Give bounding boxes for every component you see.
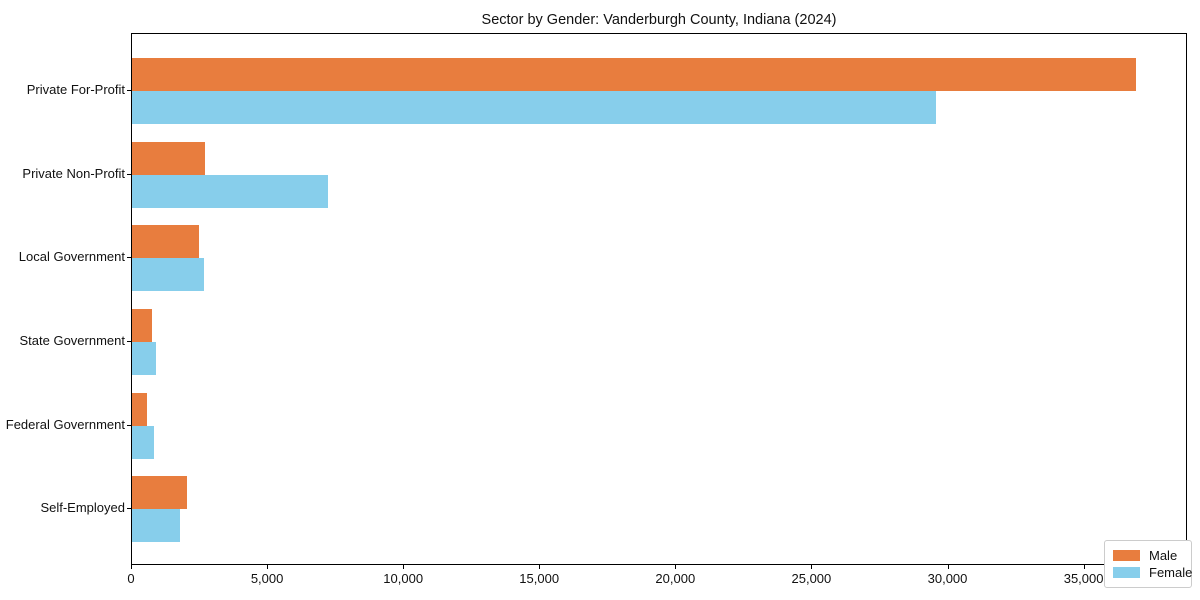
y-tick-label: Self-Employed xyxy=(40,500,125,516)
x-tick-mark xyxy=(1083,565,1085,569)
y-tick-mark xyxy=(127,90,131,91)
x-tick-label: 0 xyxy=(127,571,135,586)
female-color-swatch xyxy=(1113,567,1140,578)
x-tick-mark xyxy=(947,565,949,569)
bar-male-5 xyxy=(132,476,187,510)
y-tick-mark xyxy=(127,508,131,510)
bar-female-3 xyxy=(132,341,156,375)
bar-female-2 xyxy=(132,258,205,292)
y-tick-label: Private For-Profit xyxy=(26,82,125,97)
bar-male-3 xyxy=(132,308,153,342)
bar-female-0 xyxy=(132,91,937,124)
y-tick-label: State Government xyxy=(19,332,126,348)
x-tick-label: 25,000 xyxy=(791,571,832,586)
bar-female-1 xyxy=(132,174,328,208)
chart-title: Sector by Gender: Vanderburgh County, In… xyxy=(481,12,837,28)
bar-male-1 xyxy=(132,141,205,175)
y-tick-mark xyxy=(127,340,131,342)
x-tick-mark xyxy=(131,565,132,569)
x-tick-mark xyxy=(267,565,269,569)
x-tick-label: 15,000 xyxy=(519,571,560,586)
male-color-swatch xyxy=(1113,550,1140,561)
bar-male-4 xyxy=(132,392,147,426)
y-tick-mark xyxy=(127,424,131,426)
y-tick-label: Federal Government xyxy=(5,416,125,432)
legend-label-female: Female xyxy=(1149,565,1193,580)
x-tick-label: 20,000 xyxy=(655,571,696,586)
x-tick-mark xyxy=(403,565,405,569)
bar-female-4 xyxy=(132,425,154,459)
y-tick-mark xyxy=(127,173,131,175)
plot-area xyxy=(131,33,1187,565)
y-tick-mark xyxy=(127,257,131,259)
x-tick-label: 30,000 xyxy=(927,571,968,586)
x-tick-mark xyxy=(539,565,541,569)
x-tick-label: 5,000 xyxy=(250,571,284,586)
y-tick-label: Private Non-Profit xyxy=(22,165,125,181)
bar-male-0 xyxy=(132,58,1137,91)
bar-female-5 xyxy=(132,509,181,543)
x-tick-mark xyxy=(811,565,813,569)
legend-item-male: Male xyxy=(1113,547,1183,564)
y-tick-label: Local Government xyxy=(18,249,125,265)
x-tick-label: 10,000 xyxy=(383,571,424,586)
legend-label-male: Male xyxy=(1149,548,1178,563)
x-tick-label: 35,000 xyxy=(1063,571,1104,586)
x-tick-mark xyxy=(675,565,677,569)
legend: Male Female xyxy=(1104,540,1192,588)
bar-male-2 xyxy=(132,225,199,259)
legend-item-female: Female xyxy=(1113,564,1192,581)
